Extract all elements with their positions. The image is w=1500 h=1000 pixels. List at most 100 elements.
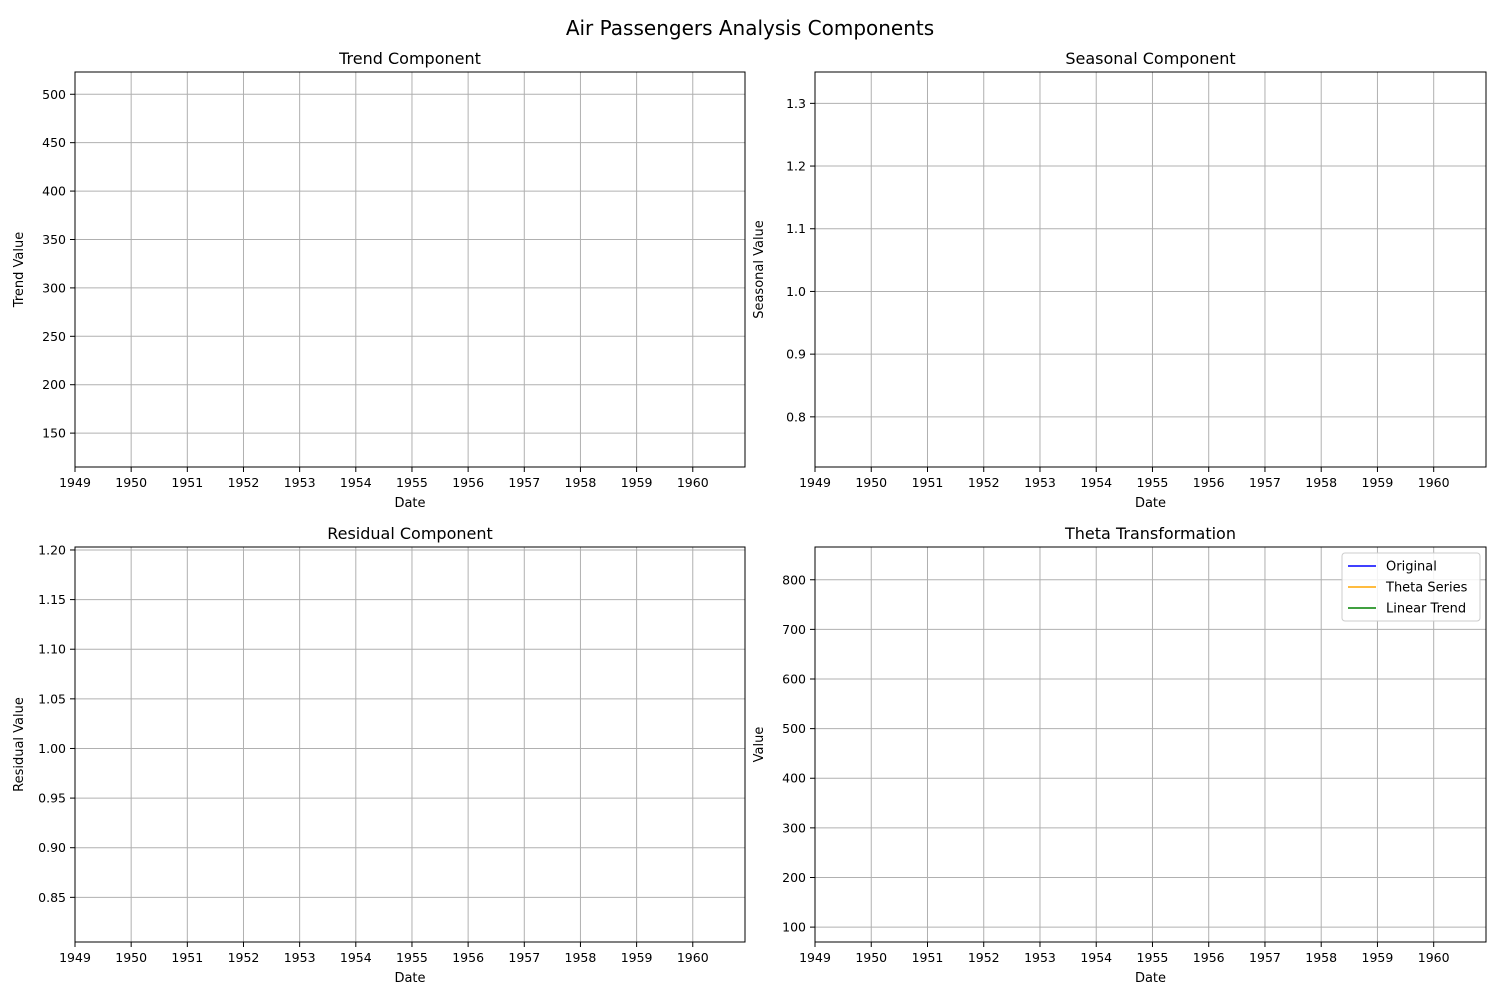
y-tick-label: 0.90 (38, 840, 66, 855)
x-tick-label: 1954 (340, 475, 372, 490)
y-tick-label: 250 (42, 329, 66, 344)
x-tick-label: 1959 (1362, 475, 1394, 490)
y-tick-label: 400 (42, 184, 66, 199)
x-tick-label: 1958 (1305, 475, 1337, 490)
x-tick-label: 1953 (1024, 950, 1056, 965)
x-tick-label: 1960 (677, 475, 709, 490)
legend-label: Original (1386, 560, 1437, 575)
x-tick-label: 1954 (1080, 950, 1112, 965)
x-axis-label: Date (394, 971, 425, 986)
y-tick-label: 0.95 (38, 791, 66, 806)
axes-frame (74, 71, 746, 468)
y-tick-label: 1.1 (786, 221, 806, 236)
subplot-title: Seasonal Component (1065, 49, 1235, 68)
x-tick-label: 1950 (115, 475, 147, 490)
y-tick-label: 1.20 (38, 542, 66, 557)
x-tick-label: 1953 (284, 475, 316, 490)
x-tick-label: 1957 (508, 475, 540, 490)
x-tick-label: 1951 (912, 475, 944, 490)
y-tick-label: 1.15 (38, 592, 66, 607)
legend-box (1341, 552, 1481, 622)
x-tick-label: 1958 (565, 950, 597, 965)
subplot-title: Trend Component (338, 49, 481, 68)
y-tick-label: 1.00 (38, 741, 66, 756)
y-tick-label: 500 (42, 87, 66, 102)
y-tick-label: 0.85 (38, 890, 66, 905)
x-tick-label: 1956 (452, 950, 484, 965)
y-tick-label: 1.10 (38, 642, 66, 657)
x-tick-label: 1952 (228, 950, 260, 965)
y-tick-label: 200 (782, 870, 806, 885)
y-tick-label: 200 (42, 377, 66, 392)
y-tick-label: 800 (782, 572, 806, 587)
x-axis-label: Date (1135, 496, 1166, 511)
x-tick-label: 1957 (508, 950, 540, 965)
x-tick-label: 1959 (621, 950, 653, 965)
y-tick-label: 1.2 (786, 159, 806, 174)
x-tick-label: 1960 (1418, 475, 1450, 490)
axes-frame (814, 71, 1487, 468)
legend-label: Linear Trend (1386, 602, 1466, 617)
y-tick-label: 100 (782, 920, 806, 935)
x-tick-label: 1955 (396, 950, 428, 965)
x-tick-label: 1951 (912, 950, 944, 965)
x-tick-label: 1954 (1080, 475, 1112, 490)
y-tick-label: 400 (782, 771, 806, 786)
x-tick-label: 1955 (1137, 950, 1169, 965)
x-tick-label: 1957 (1249, 475, 1281, 490)
x-tick-label: 1950 (115, 950, 147, 965)
x-tick-label: 1957 (1249, 950, 1281, 965)
y-axis-label: Residual Value (12, 697, 27, 792)
x-tick-label: 1960 (1418, 950, 1450, 965)
subplot-3: 1949 1950 1951 1952 1953 1954 1955 1956 1957 1958… (12, 524, 746, 986)
x-axis-label: Date (394, 496, 425, 511)
y-axis-label: Trend Value (12, 232, 27, 308)
x-tick-label: 1959 (1362, 950, 1394, 965)
y-tick-label: 0.8 (786, 409, 806, 424)
x-tick-label: 1949 (59, 950, 91, 965)
x-tick-label: 1958 (565, 475, 597, 490)
x-tick-label: 1956 (1193, 950, 1225, 965)
y-tick-label: 300 (42, 280, 66, 295)
subplot-title: Residual Component (327, 524, 493, 543)
subplot-2: 1949 1950 1951 1952 1953 1954 1955 1956 1957 1958… (752, 49, 1487, 511)
y-tick-label: 1.3 (786, 96, 806, 111)
x-tick-label: 1949 (59, 475, 91, 490)
x-axis-label: Date (1135, 971, 1166, 986)
y-tick-label: 500 (782, 721, 806, 736)
x-tick-label: 1951 (171, 950, 203, 965)
y-tick-label: 350 (42, 232, 66, 247)
x-tick-label: 1950 (855, 475, 887, 490)
y-tick-label: 300 (782, 820, 806, 835)
x-tick-label: 1952 (228, 475, 260, 490)
figure-title: Air Passengers Analysis Components (566, 16, 934, 40)
x-tick-label: 1953 (1024, 475, 1056, 490)
y-tick-label: 1.05 (38, 691, 66, 706)
x-tick-label: 1956 (452, 475, 484, 490)
subplot-title: Theta Transformation (1064, 524, 1236, 543)
x-tick-label: 1952 (968, 950, 1000, 965)
subplot-1: 1949 1950 1951 1952 1953 1954 1955 1956 1957 1958… (12, 49, 746, 511)
x-tick-label: 1952 (968, 475, 1000, 490)
x-tick-label: 1955 (1137, 475, 1169, 490)
x-tick-label: 1956 (1193, 475, 1225, 490)
y-tick-label: 700 (782, 622, 806, 637)
y-axis-label: Seasonal Value (752, 220, 767, 319)
y-tick-label: 600 (782, 671, 806, 686)
x-tick-label: 1954 (340, 950, 372, 965)
x-tick-label: 1960 (677, 950, 709, 965)
axes-frame (74, 546, 746, 943)
y-tick-label: 1.0 (786, 284, 806, 299)
x-tick-label: 1949 (799, 475, 831, 490)
legend: Original Theta Series Linear Trend (1341, 552, 1481, 622)
axes-frame (814, 546, 1487, 943)
y-tick-label: 450 (42, 135, 66, 150)
x-tick-label: 1953 (284, 950, 316, 965)
x-tick-label: 1958 (1305, 950, 1337, 965)
x-tick-label: 1959 (621, 475, 653, 490)
y-tick-label: 150 (42, 426, 66, 441)
y-axis-label: Value (752, 727, 767, 763)
x-tick-label: 1950 (855, 950, 887, 965)
x-tick-label: 1949 (799, 950, 831, 965)
